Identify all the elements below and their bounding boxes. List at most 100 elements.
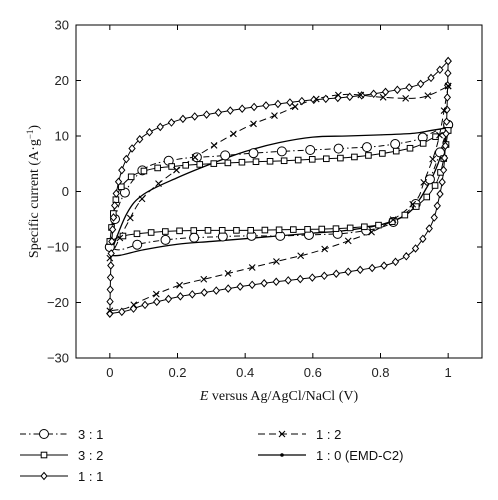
x-tick-label: 0.2 bbox=[168, 365, 186, 380]
marker-diamond bbox=[393, 85, 402, 95]
marker-diamond bbox=[322, 94, 330, 104]
marker-square bbox=[233, 227, 240, 234]
marker-square bbox=[204, 227, 212, 234]
y-tick-label: 10 bbox=[55, 129, 69, 144]
marker-diamond bbox=[419, 234, 427, 244]
marker-diamond bbox=[226, 106, 234, 115]
marker-diamond bbox=[118, 307, 126, 317]
marker-diamond bbox=[427, 73, 435, 83]
marker-circle bbox=[390, 139, 401, 150]
marker-cross bbox=[368, 228, 375, 236]
marker-diamond bbox=[118, 165, 126, 175]
marker-diamond bbox=[356, 265, 364, 275]
marker-square bbox=[431, 182, 439, 189]
marker-diamond bbox=[438, 177, 446, 187]
legend-marker-cross bbox=[278, 430, 286, 438]
marker-square bbox=[280, 157, 288, 165]
marker-diamond bbox=[106, 285, 114, 294]
marker-circle bbox=[191, 152, 202, 163]
marker-diamond bbox=[114, 177, 123, 187]
marker-square bbox=[401, 211, 409, 219]
marker-cross bbox=[138, 195, 146, 203]
marker-square bbox=[266, 157, 274, 165]
marker-diamond bbox=[128, 144, 136, 153]
marker-square bbox=[261, 226, 269, 234]
marker-square bbox=[346, 224, 354, 232]
marker-cross bbox=[297, 252, 305, 260]
marker-cross bbox=[126, 214, 134, 222]
marker-cross bbox=[106, 254, 114, 262]
marker-square bbox=[112, 196, 120, 203]
marker-cross bbox=[344, 237, 352, 245]
marker-square bbox=[392, 147, 400, 155]
marker-square bbox=[252, 158, 260, 166]
marker-square bbox=[365, 152, 372, 159]
y-tick-label: 0 bbox=[62, 184, 69, 199]
marker-diamond bbox=[444, 56, 452, 66]
y-tick-label: −10 bbox=[47, 240, 69, 255]
marker-cross bbox=[440, 107, 448, 115]
y-tick-label: −30 bbox=[47, 351, 69, 366]
marker-diamond bbox=[298, 96, 306, 106]
marker-diamond bbox=[112, 189, 120, 198]
marker-diamond bbox=[176, 292, 185, 301]
marker-circle bbox=[434, 147, 445, 158]
marker-cross bbox=[152, 290, 160, 298]
marker-square bbox=[332, 225, 340, 232]
marker-cross bbox=[116, 234, 124, 242]
x-tick-label: 0 bbox=[106, 365, 113, 380]
marker-diamond bbox=[444, 68, 452, 78]
marker-diamond bbox=[260, 278, 268, 288]
marker-square bbox=[196, 161, 204, 168]
marker-square bbox=[423, 193, 431, 201]
marker-circle bbox=[361, 142, 372, 153]
marker-diamond bbox=[106, 273, 115, 282]
marker-cross bbox=[312, 95, 320, 103]
marker-square bbox=[375, 221, 382, 229]
marker-diamond bbox=[405, 83, 413, 92]
legend-label: 1 : 0 (EMD-C2) bbox=[316, 448, 403, 463]
marker-cross bbox=[230, 130, 237, 138]
marker-circle bbox=[333, 143, 344, 154]
plot-frame bbox=[75, 24, 483, 359]
marker-circle bbox=[276, 146, 287, 157]
marker-cross bbox=[321, 245, 329, 253]
series-line-diamond-anodic bbox=[109, 60, 449, 314]
marker-square bbox=[218, 227, 226, 234]
y-axis-title: Specific current (A·g−1) bbox=[25, 125, 42, 259]
legend: 3 : 1 3 : 2 1 : 1 1 : 2 1 : 0 (EMD-C2) bbox=[20, 427, 403, 484]
y-tick-label: 30 bbox=[55, 18, 69, 33]
marker-diamond bbox=[108, 225, 117, 234]
marker-diamond bbox=[153, 297, 161, 307]
marker-diamond bbox=[188, 290, 196, 299]
marker-square bbox=[379, 150, 386, 157]
marker-square bbox=[388, 218, 396, 225]
marker-diamond bbox=[224, 284, 232, 293]
marker-diamond bbox=[346, 92, 354, 102]
marker-diamond bbox=[442, 117, 451, 126]
marker-diamond bbox=[380, 261, 388, 270]
marker-square bbox=[337, 154, 344, 162]
marker-square bbox=[412, 203, 420, 210]
x-tick-label: 0.8 bbox=[371, 365, 389, 380]
marker-square bbox=[224, 159, 232, 167]
marker-cross bbox=[250, 120, 257, 128]
marker-square bbox=[308, 156, 316, 163]
marker-diamond bbox=[436, 189, 444, 199]
marker-square bbox=[162, 228, 169, 235]
marker-cross bbox=[291, 103, 299, 111]
marker-diamond bbox=[442, 129, 450, 139]
marker-square bbox=[190, 227, 198, 234]
x-tick-label: 0.4 bbox=[236, 365, 254, 380]
marker-square bbox=[406, 144, 414, 152]
marker-circle bbox=[220, 150, 231, 161]
marker-diamond bbox=[214, 108, 223, 117]
marker-diamond bbox=[145, 127, 154, 137]
marker-circle bbox=[248, 148, 259, 159]
series-line-diamond-cathodic bbox=[109, 61, 449, 315]
marker-diamond bbox=[136, 134, 144, 144]
marker-cross bbox=[444, 82, 452, 90]
marker-cross bbox=[420, 178, 428, 186]
marker-diamond bbox=[107, 261, 115, 270]
